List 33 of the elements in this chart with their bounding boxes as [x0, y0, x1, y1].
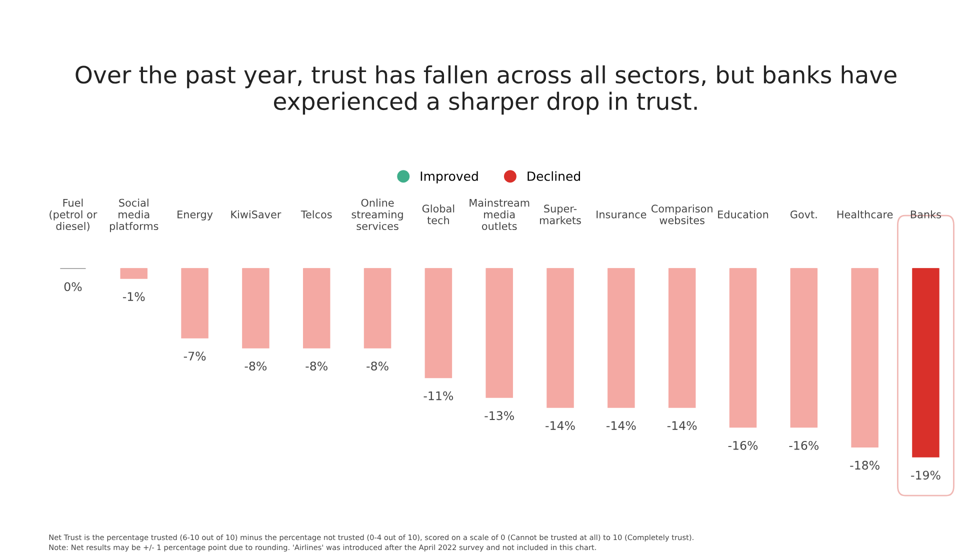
x-tick-label: Insurance	[596, 210, 646, 218]
data-label: -16%	[728, 440, 758, 450]
x-tick-label: Social media platforms	[110, 198, 158, 232]
legend-label: Improved	[420, 171, 478, 184]
x-tick-label: Fuel (petrol or diesel)	[50, 198, 98, 232]
x-tick-label: Banks	[910, 210, 942, 218]
x-tick-label: Healthcare	[837, 210, 893, 218]
data-label: 0%	[64, 282, 82, 292]
x-tick-label: Govt.	[790, 210, 817, 218]
data-label: -7%	[184, 352, 206, 361]
data-label: -1%	[122, 292, 145, 302]
data-label: -13%	[484, 411, 514, 420]
data-label: -8%	[306, 362, 328, 371]
x-tick-label: Online streaming services	[352, 198, 403, 230]
x-tick-label: Comparison websites	[651, 204, 712, 224]
data-label: -14%	[667, 421, 697, 430]
data-label: -16%	[789, 440, 819, 450]
data-label: -14%	[606, 421, 636, 430]
x-tick-label: Energy	[178, 210, 213, 220]
data-label: -8%	[366, 362, 388, 371]
x-tick-label: Education	[718, 210, 768, 218]
data-label: -8%	[244, 362, 267, 371]
x-tick-label: KiwiSaver	[231, 210, 282, 218]
data-label: -11%	[424, 391, 454, 400]
x-tick-label: Global tech	[422, 204, 454, 224]
x-tick-label: Mainstream media outlets	[470, 198, 530, 230]
x-tick-label: Super- markets	[540, 204, 581, 224]
chart-title: Over the past year, trust has fallen across all sectors, but banks have experienced a sharper drop in trust.	[76, 65, 896, 115]
data-label: -18%	[850, 460, 880, 470]
x-tick-label: Telcos	[300, 210, 332, 218]
data-label: -14%	[546, 421, 575, 430]
legend-label: Declined	[528, 171, 580, 181]
data-label: -19%	[911, 470, 940, 480]
